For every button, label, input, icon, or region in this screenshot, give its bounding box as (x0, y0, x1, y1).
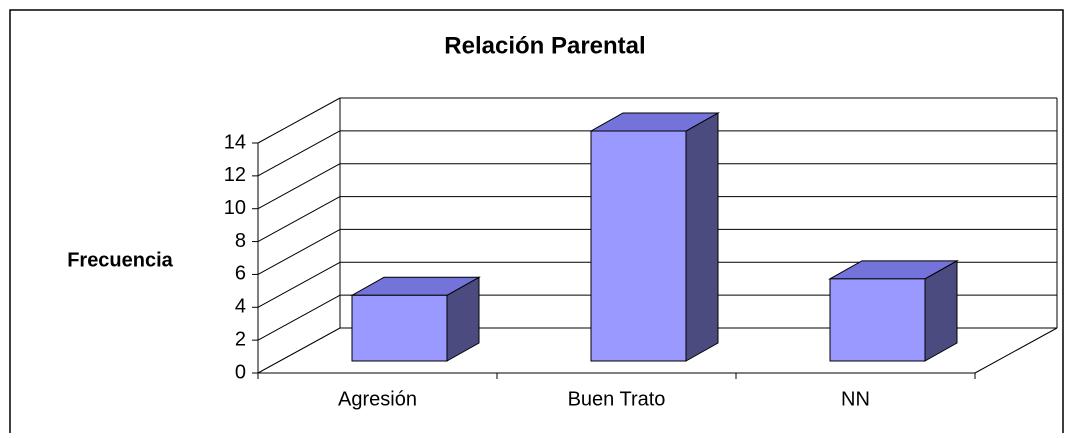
grid-line (257, 196, 341, 243)
grid-line (257, 228, 341, 275)
x-tick-label: Buen Trato (568, 388, 666, 410)
chart-title: Relación Parental (444, 32, 645, 59)
grid-line (257, 163, 341, 210)
grid-line (257, 294, 341, 341)
y-tick-label: 2 (235, 328, 246, 350)
bar (829, 278, 926, 362)
y-tick-label: 4 (235, 296, 246, 318)
y-axis-label: Frecuencia (67, 249, 173, 271)
x-tick-label: NN (841, 388, 870, 410)
y-tick-label: 14 (224, 131, 246, 153)
bar (351, 294, 448, 362)
grid-line (257, 327, 341, 374)
bar-side (685, 112, 719, 362)
floor-edge (974, 327, 1058, 374)
grid-line (257, 261, 341, 308)
y-tick-label: 0 (235, 361, 246, 383)
y-tick-label: 10 (224, 197, 246, 219)
x-tick-label: Agresión (338, 388, 417, 410)
y-tick-label: 8 (235, 230, 246, 252)
y-tick-label: 6 (235, 263, 246, 285)
bar (590, 130, 687, 362)
chart-frame (9, 9, 1064, 438)
grid-line (257, 130, 341, 177)
y-tick-label: 12 (224, 164, 246, 186)
grid-line (257, 97, 341, 144)
